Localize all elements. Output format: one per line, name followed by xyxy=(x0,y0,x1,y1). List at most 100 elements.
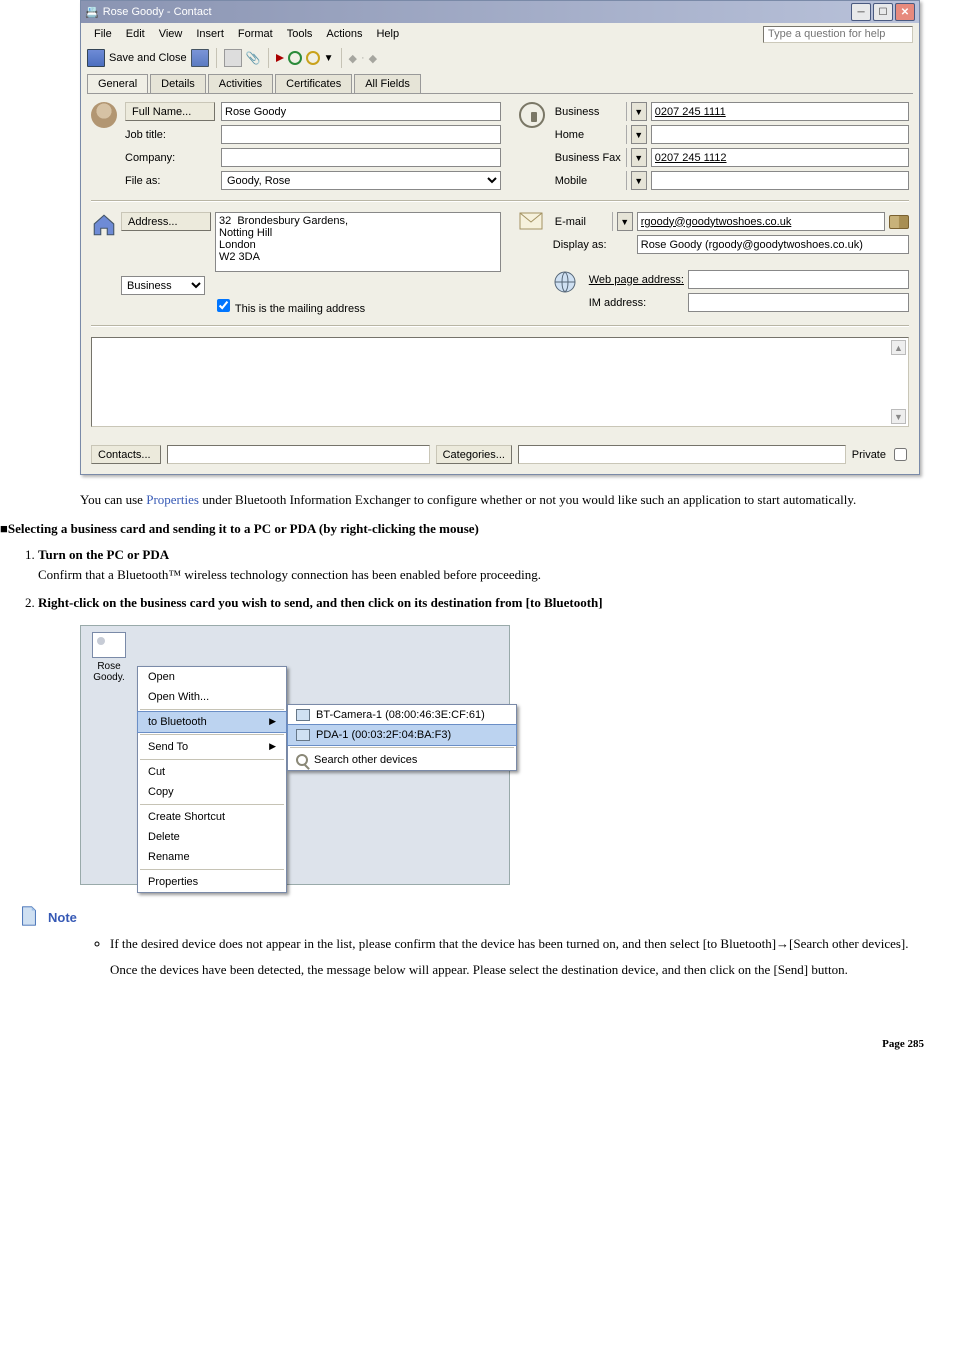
address-button[interactable]: Address... xyxy=(121,212,211,231)
device-icon xyxy=(296,709,310,721)
categories-button[interactable]: Categories... xyxy=(436,445,512,464)
prev-icon: ◆ xyxy=(349,52,357,65)
menu-view[interactable]: View xyxy=(152,28,190,40)
menu-rename[interactable]: Rename xyxy=(138,847,286,867)
help-search[interactable] xyxy=(763,26,913,43)
full-name-button[interactable]: Full Name... xyxy=(125,102,215,121)
person-icon xyxy=(91,102,121,132)
step-1: Turn on the PC or PDA Confirm that a Blu… xyxy=(38,547,944,583)
tab-general[interactable]: General xyxy=(87,74,148,93)
menu-file[interactable]: File xyxy=(87,28,119,40)
vcard-icon xyxy=(92,632,126,658)
chevron-right-icon: ▶ xyxy=(269,716,276,727)
email-input[interactable] xyxy=(637,212,885,231)
full-name-input[interactable] xyxy=(221,102,501,121)
scroll-up-icon[interactable]: ▲ xyxy=(891,340,906,355)
toolbar-sep xyxy=(216,48,217,68)
submenu-bt-camera[interactable]: BT-Camera-1 (08:00:46:3E:CF:61) xyxy=(288,705,516,725)
menu-edit[interactable]: Edit xyxy=(119,28,152,40)
phone-mobile-input[interactable] xyxy=(651,171,909,190)
file-as-label: File as: xyxy=(125,175,215,187)
tab-certificates[interactable]: Certificates xyxy=(275,74,352,93)
attach-icon[interactable]: 📎 xyxy=(246,51,261,65)
job-title-input[interactable] xyxy=(221,125,501,144)
sun-icon[interactable] xyxy=(306,51,320,65)
mailing-address-text: This is the mailing address xyxy=(235,303,365,315)
phone-home-input[interactable] xyxy=(651,125,909,144)
phone-mobile-dd[interactable]: ▼ xyxy=(631,171,647,190)
notes-area[interactable]: ▲ ▼ xyxy=(91,337,909,427)
menu-tools[interactable]: Tools xyxy=(280,28,320,40)
page-number: Page 285 xyxy=(0,1038,944,1050)
properties-link[interactable]: Properties xyxy=(146,492,199,507)
address-book-icon[interactable] xyxy=(889,215,909,229)
private-label: Private xyxy=(852,449,886,461)
envelope-icon xyxy=(519,212,549,242)
menu-bar: File Edit View Insert Format Tools Actio… xyxy=(81,23,919,45)
web-page-input[interactable] xyxy=(688,270,909,289)
mailing-address-label[interactable]: This is the mailing address xyxy=(215,299,501,315)
file-as-select[interactable]: Goody, Rose xyxy=(221,171,501,190)
app-icon: 📇 xyxy=(85,6,99,19)
mailing-address-checkbox[interactable] xyxy=(217,299,230,312)
submenu-search[interactable]: Search other devices xyxy=(288,750,516,770)
note-heading: Note xyxy=(18,905,944,930)
menu-actions[interactable]: Actions xyxy=(319,28,369,40)
submenu-pda[interactable]: PDA-1 (00:03:2F:04:BA:F3) xyxy=(287,724,517,746)
desktop-vcard-icon[interactable]: Rose Goody. xyxy=(89,632,129,683)
flag-icon[interactable] xyxy=(276,54,284,62)
intro-text-b: under Bluetooth Information Exchanger to… xyxy=(199,492,856,507)
phone-business-dd[interactable]: ▼ xyxy=(631,102,647,121)
phone-fax-dd[interactable]: ▼ xyxy=(631,148,647,167)
phone-mobile-label: Mobile xyxy=(553,171,627,190)
menu-delete[interactable]: Delete xyxy=(138,827,286,847)
phone-fax-label: Business Fax xyxy=(553,148,627,167)
note-icon xyxy=(18,905,40,930)
bluetooth-submenu: BT-Camera-1 (08:00:46:3E:CF:61) PDA-1 (0… xyxy=(287,704,517,771)
company-input[interactable] xyxy=(221,148,501,167)
menu-to-bluetooth[interactable]: to Bluetooth▶ xyxy=(137,711,287,733)
menu-properties[interactable]: Properties xyxy=(138,872,286,892)
categories-field[interactable] xyxy=(518,445,846,464)
display-as-label: Display as: xyxy=(553,239,633,251)
minimize-button[interactable]: ─ xyxy=(851,3,871,21)
note-item-1-para2: Once the devices have been detected, the… xyxy=(110,962,944,978)
tab-activities[interactable]: Activities xyxy=(208,74,273,93)
menu-format[interactable]: Format xyxy=(231,28,280,40)
title-bar: 📇 Rose Goody - Contact ─ ☐ ✕ xyxy=(81,1,919,23)
menu-cut[interactable]: Cut xyxy=(138,762,286,782)
im-input[interactable] xyxy=(688,293,909,312)
menu-copy[interactable]: Copy xyxy=(138,782,286,802)
phone-fax-input[interactable] xyxy=(651,148,909,167)
contacts-button[interactable]: Contacts... xyxy=(91,445,161,464)
step-2-title: Right-click on the business card you wis… xyxy=(38,595,603,610)
address-textarea[interactable] xyxy=(215,212,501,272)
menu-help[interactable]: Help xyxy=(369,28,406,40)
document-body: You can use Properties under Bluetooth I… xyxy=(80,491,920,509)
menu-create-shortcut[interactable]: Create Shortcut xyxy=(138,807,286,827)
tab-all-fields[interactable]: All Fields xyxy=(354,74,421,93)
phone-home-dd[interactable]: ▼ xyxy=(631,125,647,144)
menu-open-with[interactable]: Open With... xyxy=(138,687,286,707)
circle-icon[interactable] xyxy=(288,51,302,65)
private-checkbox[interactable] xyxy=(894,448,907,461)
tab-details[interactable]: Details xyxy=(150,74,206,93)
menu-insert[interactable]: Insert xyxy=(189,28,231,40)
menu-open[interactable]: Open xyxy=(138,667,286,687)
print-icon[interactable] xyxy=(224,49,242,67)
contacts-field[interactable] xyxy=(167,445,430,464)
intro-text-a: You can use xyxy=(80,492,146,507)
company-label: Company: xyxy=(125,152,215,164)
scroll-down-icon[interactable]: ▼ xyxy=(891,409,906,424)
close-button[interactable]: ✕ xyxy=(895,3,915,21)
phone-business-input[interactable] xyxy=(651,102,909,121)
home-icon xyxy=(91,212,117,238)
display-as-input[interactable] xyxy=(637,235,909,254)
maximize-button[interactable]: ☐ xyxy=(873,3,893,21)
email-dd[interactable]: ▼ xyxy=(617,212,633,231)
menu-send-to[interactable]: Send To▶ xyxy=(138,737,286,757)
address-type-select[interactable]: Business xyxy=(121,276,205,295)
save-icon-2[interactable] xyxy=(191,49,209,67)
step-2: Right-click on the business card you wis… xyxy=(38,595,944,611)
save-and-close-button[interactable]: Save and Close xyxy=(109,52,187,64)
